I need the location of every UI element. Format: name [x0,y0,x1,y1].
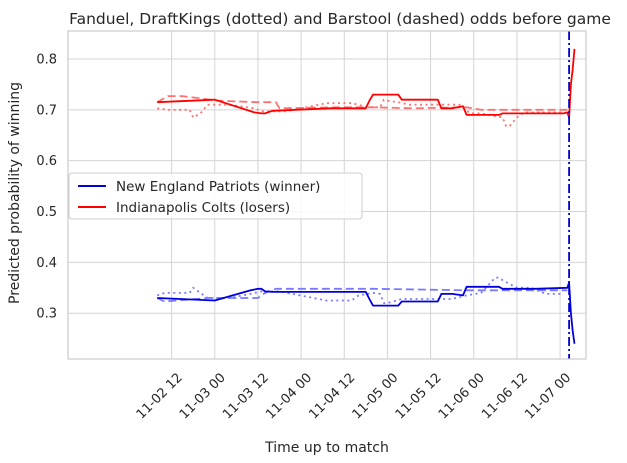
x-tick-label-5: 11-05 00 [350,370,402,422]
x-tick-label-7: 11-06 00 [436,370,488,422]
y-axis-label: Predicted probability of winning [7,82,23,304]
x-tick-label-3: 11-04 00 [263,370,315,422]
y-tick-label-0: 0.3 [36,307,57,322]
x-tick-label-8: 11-06 12 [479,370,531,422]
series-line-colts-fanduel [157,48,576,119]
legend-label-1: Indianapolis Colts (losers) [116,200,290,216]
y-tick-label-4: 0.7 [36,103,57,118]
chart-title: Fanduel, DraftKings (dotted) and Barstoo… [69,10,611,28]
x-tick-label-6: 11-05 12 [393,370,445,422]
x-tick-label-9: 11-07 00 [522,370,574,422]
plot-border [67,30,587,360]
y-axis-ticks: 0.3 0.4 0.5 0.6 0.7 0.8 [36,52,57,321]
legend-label-0: New England Patriots (winner) [116,179,320,195]
series-line-patriots-fanduel [157,281,576,344]
x-tick-label-2: 11-03 12 [220,370,272,422]
y-tick-label-2: 0.5 [36,205,57,220]
x-tick-label-0: 11-02 12 [134,370,186,422]
series-layer [156,31,576,359]
plot-frame [67,30,587,360]
series-line-patriots-barstool [156,287,568,303]
x-axis-label: Time up to match [264,440,389,456]
legend: New England Patriots (winner) Indianapoli… [68,172,363,220]
x-tick-label-1: 11-03 00 [177,370,229,422]
legend-box [68,172,363,220]
y-tick-label-3: 0.6 [36,154,57,169]
y-tick-label-5: 0.8 [36,52,57,67]
series-line-colts-barstool [156,95,568,111]
y-tick-label-1: 0.4 [36,256,57,271]
x-tick-label-4: 11-04 12 [306,370,358,422]
